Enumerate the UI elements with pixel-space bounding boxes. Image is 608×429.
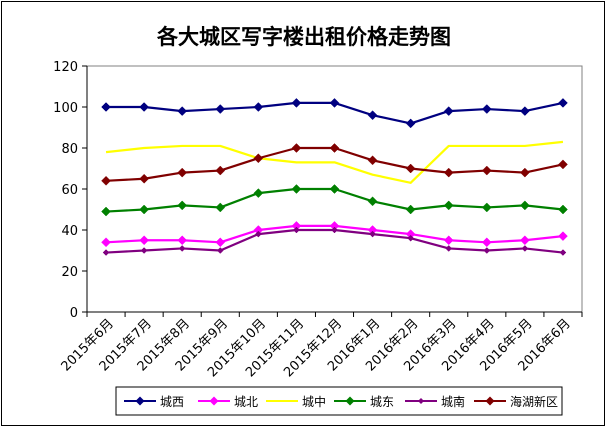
data-point <box>558 231 568 242</box>
data-point <box>177 167 188 178</box>
legend-marker <box>209 396 219 406</box>
data-point <box>443 106 454 116</box>
data-point <box>139 235 149 246</box>
data-point <box>331 226 338 234</box>
data-point <box>369 230 376 238</box>
data-point <box>215 104 226 114</box>
legend-marker <box>135 396 145 406</box>
legend-item: 城南 <box>405 394 465 409</box>
series-6 <box>101 143 568 186</box>
data-point <box>367 196 378 207</box>
data-point <box>139 102 149 112</box>
data-point <box>140 247 148 254</box>
data-point <box>367 155 378 166</box>
data-point <box>329 98 340 108</box>
data-point <box>216 247 224 254</box>
data-point <box>215 202 226 213</box>
data-point <box>101 175 111 186</box>
y-tick-label: 60 <box>61 183 78 198</box>
y-tick-label: 40 <box>61 224 78 239</box>
data-point <box>177 200 188 211</box>
data-point <box>101 206 111 217</box>
data-point <box>407 234 415 242</box>
data-point <box>253 153 264 164</box>
series-line <box>105 140 564 184</box>
data-point <box>483 247 491 254</box>
series-3 <box>105 140 564 184</box>
data-point <box>291 184 302 194</box>
series-layer <box>101 98 568 256</box>
data-point <box>520 200 530 211</box>
data-point <box>177 235 188 246</box>
legend-item: 城东 <box>334 395 394 409</box>
data-point <box>559 249 567 256</box>
data-point <box>481 202 492 213</box>
x-axis: 2015年6月2015年7月2015年8月2015年9月2015年10月2015… <box>59 311 583 380</box>
data-point <box>520 235 530 246</box>
data-point <box>253 102 264 112</box>
data-point <box>520 106 530 116</box>
data-point <box>253 188 264 198</box>
legend-label: 城东 <box>370 395 394 409</box>
data-point <box>102 249 110 256</box>
data-point <box>215 237 226 248</box>
y-tick-label: 20 <box>61 265 78 280</box>
data-point <box>291 143 302 153</box>
legend: 城西 城北 城中 城东 城南 海湖新区 <box>115 386 563 416</box>
data-point <box>558 98 568 108</box>
series-1 <box>101 98 568 129</box>
series-5 <box>102 226 567 256</box>
chart-title: 各大城区写字楼出租价格走势图 <box>156 25 451 49</box>
data-point <box>481 104 492 114</box>
data-point <box>520 167 530 178</box>
legend-item: 城西 <box>124 395 184 409</box>
data-point <box>254 230 262 238</box>
series-2 <box>101 221 568 248</box>
data-point <box>443 235 454 246</box>
legend-label: 城中 <box>302 394 326 409</box>
data-point <box>367 110 378 121</box>
data-point <box>101 237 111 248</box>
data-point <box>177 106 188 116</box>
data-point <box>481 237 492 248</box>
data-point <box>329 184 340 194</box>
data-point <box>405 204 416 215</box>
data-point <box>215 165 226 176</box>
legend-label: 海湖新区 <box>510 394 558 409</box>
series-4 <box>101 184 568 217</box>
legend-marker <box>485 396 495 406</box>
data-point <box>293 226 300 234</box>
data-point <box>443 167 454 178</box>
data-point <box>443 200 454 211</box>
data-point <box>291 98 302 108</box>
data-point <box>178 245 186 252</box>
data-point <box>139 173 149 184</box>
data-point <box>101 102 111 112</box>
data-point <box>558 159 568 170</box>
legend-item: 城中 <box>266 394 326 409</box>
legend-label: 城南 <box>441 394 465 409</box>
data-point <box>481 165 492 176</box>
data-point <box>405 163 416 174</box>
legend-item: 海湖新区 <box>474 394 558 409</box>
data-point <box>139 204 149 215</box>
legend-item: 城北 <box>198 395 258 409</box>
y-tick-label: 0 <box>70 306 78 321</box>
legend-label: 城北 <box>234 395 258 409</box>
data-point <box>558 204 568 215</box>
y-tick-label: 120 <box>53 60 78 75</box>
y-tick-label: 100 <box>53 101 78 116</box>
y-axis: 0 20 40 60 80 100 120 <box>53 60 88 321</box>
data-point <box>329 143 340 153</box>
data-point <box>521 245 529 252</box>
legend-marker <box>418 398 424 404</box>
data-point <box>405 118 416 129</box>
y-tick-label: 80 <box>61 142 78 157</box>
data-point <box>445 245 453 252</box>
legend-label: 城西 <box>160 395 184 409</box>
legend-marker <box>345 396 355 406</box>
